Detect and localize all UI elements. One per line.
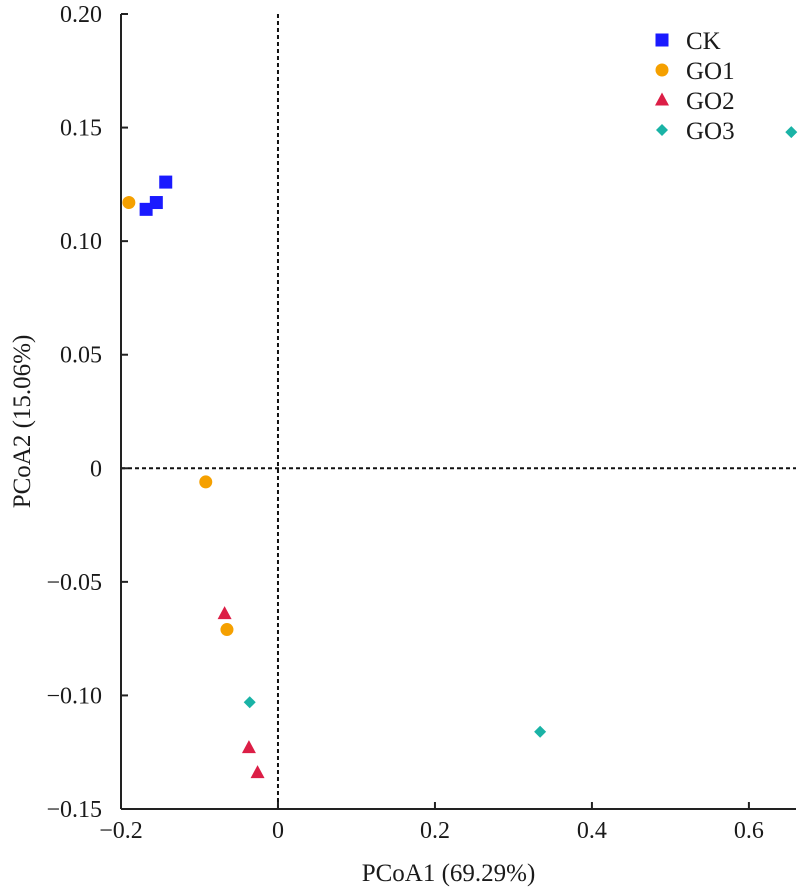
y-tick-label: −0.10 xyxy=(46,683,102,709)
legend-marker-go1 xyxy=(655,63,669,77)
legend-label-go2: GO2 xyxy=(686,88,735,115)
x-axis-title: PCoA1 (69.29%) xyxy=(362,860,536,887)
data-point-ck xyxy=(159,175,173,189)
x-tick-label: 0 xyxy=(272,818,284,844)
data-point-go2 xyxy=(250,765,265,779)
y-tick-label: 0.10 xyxy=(60,229,102,255)
data-point-go2 xyxy=(241,740,256,754)
legend-label-go3: GO3 xyxy=(686,118,735,145)
legend-label-ck: CK xyxy=(686,28,721,55)
x-tick-label: 0.4 xyxy=(577,818,607,844)
reference-lines xyxy=(121,14,796,809)
legend-marker-go3 xyxy=(656,124,668,136)
plot-frame xyxy=(120,14,796,810)
y-axis-title: PCoA2 (15.06%) xyxy=(9,335,36,509)
y-tick-label: −0.05 xyxy=(46,570,102,596)
data-point-go2 xyxy=(217,606,232,620)
legend-label-go1: GO1 xyxy=(686,58,735,85)
data-point-go1 xyxy=(199,475,213,489)
data-point-go3 xyxy=(243,696,256,709)
y-tick-label: −0.15 xyxy=(46,797,102,823)
data-point-go1 xyxy=(220,623,234,637)
data-point-ck xyxy=(139,202,153,216)
y-tick-label: 0 xyxy=(90,456,102,482)
y-tick-label: 0.15 xyxy=(60,116,102,142)
data-point-go3 xyxy=(534,725,547,738)
legend: CK GO1 GO2 GO3 xyxy=(655,28,735,145)
data-point-ck xyxy=(149,196,163,210)
data-point-go3 xyxy=(785,126,798,139)
data-point-go1 xyxy=(122,196,136,210)
data-points xyxy=(122,126,798,779)
x-tick-label: −0.2 xyxy=(99,818,143,844)
y-tick-label: 0.20 xyxy=(60,2,102,28)
y-tick-label: 0.05 xyxy=(60,343,102,369)
x-tick-label: 0.2 xyxy=(420,818,450,844)
y-axis-ticks: 0.20 0.15 0.10 0.05 0 −0.05 −0.10 −0.15 xyxy=(46,2,128,823)
legend-marker-ck xyxy=(655,33,669,47)
x-axis-ticks: −0.2 0 0.2 0.4 0.6 xyxy=(99,802,764,844)
legend-marker-go2 xyxy=(655,92,669,106)
x-tick-label: 0.6 xyxy=(734,818,764,844)
